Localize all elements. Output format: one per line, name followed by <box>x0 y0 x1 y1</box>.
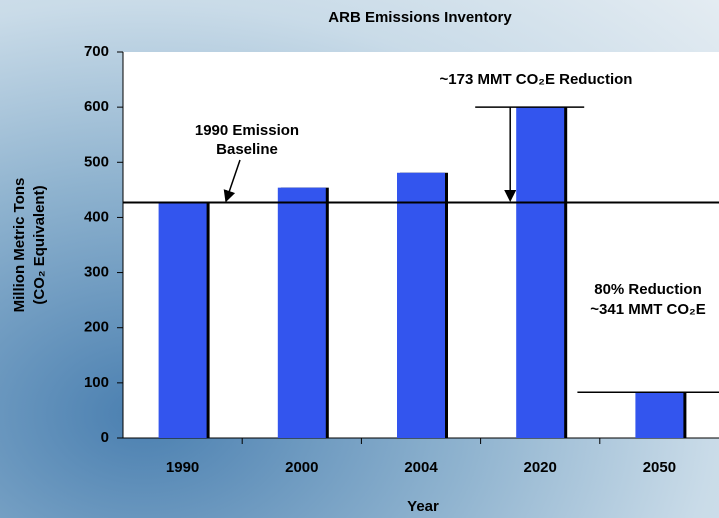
y-axis-label: Million Metric Tons <box>11 178 28 313</box>
annotation: Baseline <box>216 141 278 158</box>
y-tick-label: 100 <box>84 374 109 391</box>
annotation: ~173 MMT CO₂E Reduction <box>440 71 633 88</box>
y-tick-label: 300 <box>84 264 109 281</box>
bar <box>278 188 326 438</box>
x-tick-label: 2004 <box>404 459 438 476</box>
x-tick-label: 2000 <box>285 459 318 476</box>
annotation: 80% Reduction <box>594 281 702 298</box>
x-tick-label: 1990 <box>166 459 199 476</box>
bar <box>159 203 207 438</box>
x-tick-label: 2050 <box>643 459 676 476</box>
y-tick-label: 200 <box>84 319 109 336</box>
y-tick-label: 500 <box>84 153 109 170</box>
y-axis-label: (CO₂ Equivalent) <box>31 185 48 304</box>
bar <box>635 392 683 438</box>
x-tick-label: 2020 <box>524 459 557 476</box>
chart: ARB Emissions Inventory Year Million Met… <box>0 0 719 518</box>
page: ARB Emissions Inventory Year Million Met… <box>0 0 719 518</box>
y-tick-label: 700 <box>84 43 109 60</box>
annotation: 1990 Emission <box>195 122 299 139</box>
y-tick-label: 600 <box>84 98 109 115</box>
x-axis-label: Year <box>407 498 439 515</box>
chart-title: ARB Emissions Inventory <box>328 9 512 26</box>
y-tick-label: 0 <box>101 429 109 446</box>
bar <box>397 173 445 438</box>
annotation: ~341 MMT CO₂E <box>590 301 705 318</box>
y-tick-label: 400 <box>84 208 109 225</box>
bar <box>516 107 564 438</box>
